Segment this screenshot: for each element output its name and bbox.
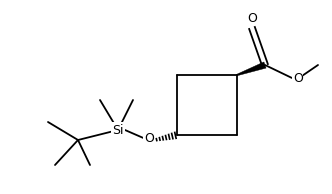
Text: O: O — [144, 133, 154, 146]
Text: O: O — [247, 12, 257, 25]
Text: O: O — [293, 72, 303, 85]
Text: Si: Si — [112, 124, 124, 137]
Polygon shape — [237, 62, 266, 76]
